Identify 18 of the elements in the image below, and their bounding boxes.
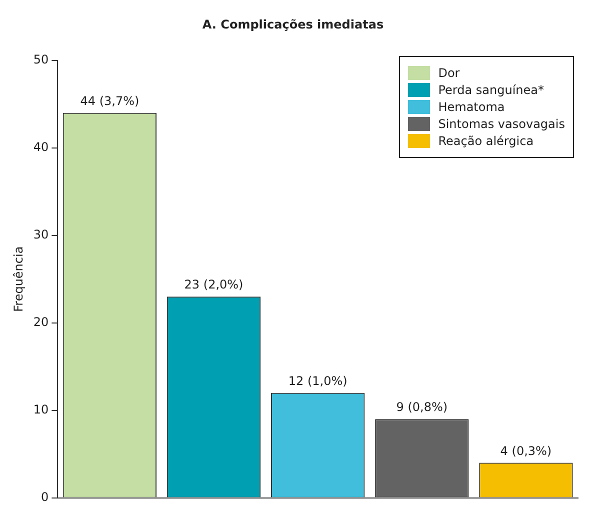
chart-title: A. Complicações imediatas (202, 17, 384, 32)
legend-label: Hematoma (438, 100, 505, 114)
data-label: 23 (2,0%) (184, 278, 244, 292)
legend-label: Dor (438, 66, 460, 80)
data-label: 9 (0,8%) (396, 400, 448, 414)
y-tick-label: 30 (33, 227, 49, 242)
y-tick-label: 10 (33, 402, 49, 416)
y-tick-label: 0 (41, 490, 49, 504)
data-label: 12 (1,0%) (288, 374, 348, 388)
legend-label: Perda sanguínea* (438, 83, 544, 97)
legend-label: Reação alérgica (438, 134, 534, 148)
y-tick-label: 50 (33, 52, 49, 67)
y-tick-label: 20 (33, 314, 49, 329)
y-axis-title: Frequência (11, 246, 26, 312)
data-label: 44 (3,7%) (80, 94, 140, 108)
data-label: 4 (0,3%) (500, 444, 552, 458)
y-tick-label: 40 (33, 140, 49, 154)
legend-label: Sintomas vasovagais (438, 117, 565, 131)
